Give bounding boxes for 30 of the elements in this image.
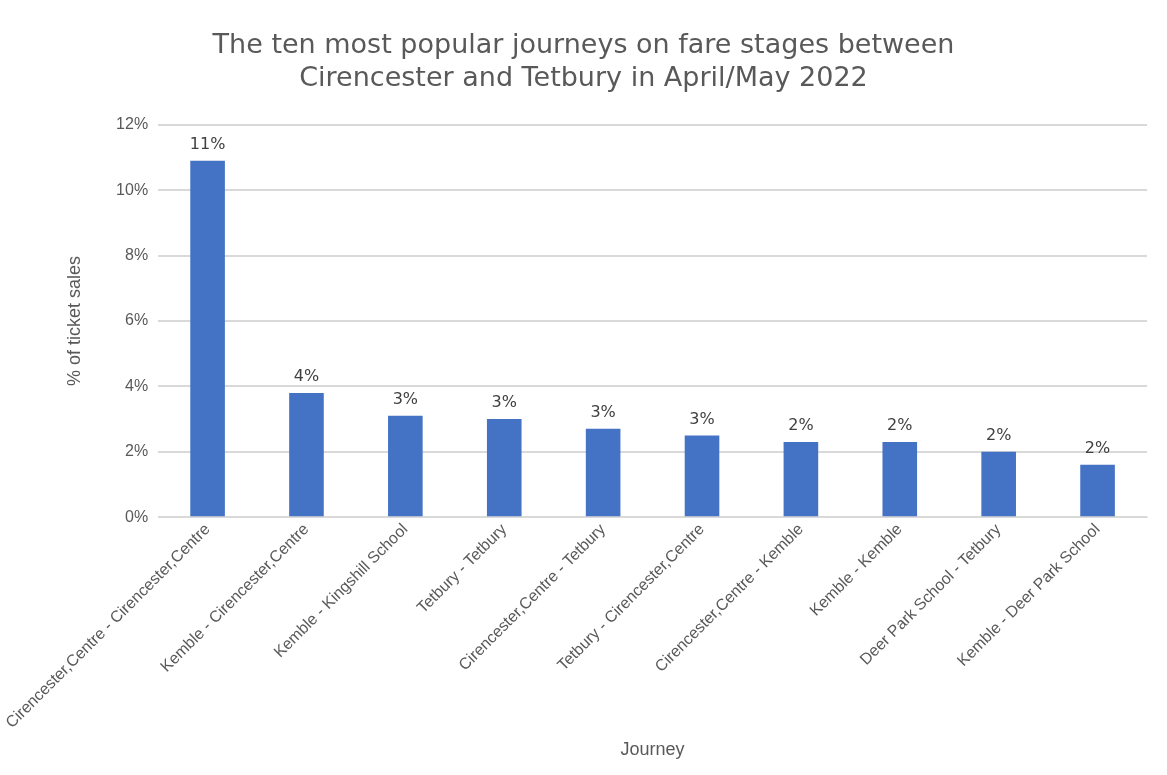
bar bbox=[486, 419, 522, 517]
y-tick-label: 8% bbox=[125, 245, 149, 263]
y-tick-label: 10% bbox=[116, 180, 149, 198]
bar bbox=[585, 428, 621, 517]
data-label: 4% bbox=[293, 366, 320, 386]
data-label: 2% bbox=[887, 415, 913, 435]
data-label: 3% bbox=[392, 388, 419, 408]
bar bbox=[981, 451, 1016, 517]
bar bbox=[190, 160, 225, 517]
y-tick-label: 2% bbox=[125, 442, 149, 460]
y-tick-label: 12% bbox=[116, 115, 149, 133]
data-label: 3% bbox=[689, 408, 715, 428]
data-label: 2% bbox=[1084, 437, 1111, 457]
bar bbox=[388, 415, 423, 517]
data-label: 2% bbox=[788, 415, 814, 435]
y-tick-label: 0% bbox=[125, 507, 149, 525]
bar bbox=[1080, 464, 1115, 517]
y-tick-label: 4% bbox=[125, 376, 149, 394]
chart-title: The ten most popular journeys on fare stages between Cirencester and Tetbury in April/May 2022 bbox=[211, 28, 955, 92]
bar bbox=[783, 441, 819, 517]
bar bbox=[684, 435, 720, 517]
data-label: 3% bbox=[590, 402, 616, 422]
y-axis-title: % of ticket sales bbox=[64, 255, 85, 386]
bar bbox=[289, 392, 324, 517]
data-label: 2% bbox=[985, 424, 1012, 444]
data-label: 3% bbox=[491, 392, 517, 412]
data-label: 11% bbox=[189, 133, 226, 153]
bar bbox=[882, 441, 918, 517]
x-axis-title: Journey bbox=[620, 739, 685, 760]
y-tick-label: 6% bbox=[125, 311, 149, 329]
